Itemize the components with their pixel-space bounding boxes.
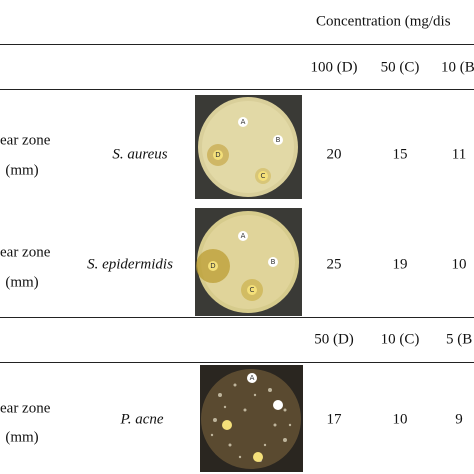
petri-dish-image: A B C D (195, 208, 302, 316)
species: S. epidermidis (87, 256, 173, 273)
petri-dish-image: A (200, 365, 303, 472)
cell: 17 (326, 411, 342, 428)
rule (0, 317, 474, 318)
dish-label: A (241, 232, 246, 240)
column-header: 5 (B (446, 331, 473, 348)
dish-label: B (271, 258, 276, 266)
cell: 10 (451, 256, 467, 273)
dish-label: A (250, 374, 255, 382)
dish-label: D (210, 262, 215, 270)
rule (0, 44, 474, 45)
dish-label: C (261, 172, 266, 180)
column-header: 10 (B (441, 59, 474, 76)
column-header: 10 (C) (380, 331, 420, 348)
column-header: 50 (D) (314, 331, 354, 348)
column-header: 50 (C) (380, 59, 420, 76)
petri-dish-image: A B C D (195, 95, 302, 199)
cell: 19 (392, 256, 408, 273)
row-label: (mm) (5, 274, 39, 291)
row-label: (mm) (5, 162, 39, 179)
column-header: 100 (D) (310, 59, 358, 76)
cell: 20 (326, 146, 342, 163)
header-title: Concentration (mg/dis (316, 13, 451, 30)
dish-label: A (241, 118, 246, 126)
rule (0, 89, 474, 90)
dish-label: D (215, 151, 220, 159)
cell: 15 (392, 146, 408, 163)
cell: 11 (451, 146, 467, 163)
cell: 10 (392, 411, 408, 428)
species: P. acne (120, 411, 164, 428)
dish-label: C (250, 286, 255, 294)
cell: 25 (326, 256, 342, 273)
row-label: ear zone (0, 244, 51, 261)
dish-label: B (276, 136, 281, 144)
species: S. aureus (112, 146, 168, 163)
cell: 9 (455, 411, 463, 428)
row-label: ear zone (0, 400, 51, 417)
rule (0, 362, 474, 363)
row-label: (mm) (5, 429, 39, 446)
row-label: ear zone (0, 132, 51, 149)
